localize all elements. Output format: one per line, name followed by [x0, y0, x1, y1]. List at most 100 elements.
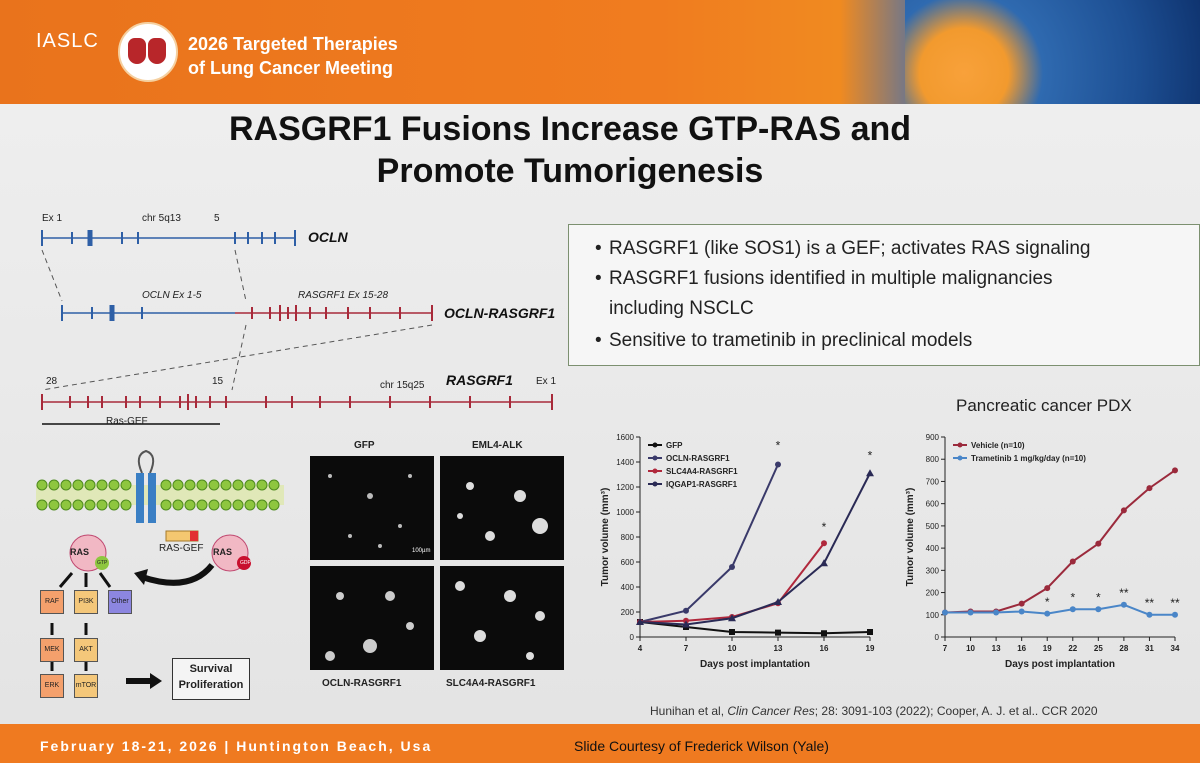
micrograph-ocln-rasgrf1	[310, 566, 434, 670]
signaling-pathway-diagram	[36, 449, 284, 689]
data-point	[636, 618, 644, 625]
significance-marker: **	[1145, 596, 1155, 610]
pdx-chart-title: Pancreatic cancer PDX	[956, 396, 1132, 415]
slide-body	[0, 104, 1200, 724]
iaslc-lung-logo-icon	[118, 22, 178, 82]
significance-marker: *	[868, 449, 873, 463]
legend-marker	[957, 455, 963, 461]
outcome-survival: Survival	[189, 663, 233, 675]
data-point	[967, 609, 974, 616]
bullet-trametinib: Sensitive to trametinib in preclinical m…	[595, 329, 972, 353]
series-line	[639, 621, 871, 635]
x-axis-label: Days post implantation	[700, 659, 810, 670]
fusion-rasgrf1-part-label: RASGRF1 Ex 15-28	[298, 290, 389, 301]
other-box: Other	[108, 590, 132, 614]
y-tick-label: 700	[926, 477, 940, 486]
legend-marker	[652, 442, 658, 448]
ocln-exons	[41, 230, 296, 246]
tumor-volume-chart-fusions: 0 200 400 600 800 1000 1200 1400 1600 4 7 10 13 16 19 D…	[600, 433, 875, 670]
y-tick-label: 600	[926, 500, 940, 509]
legend-marker	[957, 442, 963, 448]
data-point	[775, 461, 781, 468]
series-line	[944, 469, 1176, 614]
legend-marker	[652, 481, 658, 487]
cell-membrane	[36, 479, 284, 511]
x-tick-label: 16	[1017, 644, 1026, 653]
y-tick-label: 900	[926, 433, 940, 442]
x-axis-label: Days post implantation	[1005, 659, 1115, 670]
citation-rest: ; 28: 3091-103 (2022); Cooper, A. J. et …	[814, 704, 1098, 718]
y-tick-label: 100	[926, 611, 940, 620]
y-tick-label: 300	[926, 566, 940, 575]
y-tick-label: 200	[621, 608, 635, 617]
y-tick-label: 800	[621, 533, 635, 542]
rasgrf1-exon-15-label: 15	[212, 376, 224, 387]
legend-entry: GFP	[666, 441, 683, 450]
x-tick-label: 13	[774, 644, 783, 653]
y-tick-label: 400	[926, 544, 940, 553]
data-point	[942, 609, 948, 616]
citation-journal: Clin Cancer Res	[727, 704, 815, 718]
bullet-malignancies-cont: including NSCLC	[609, 298, 754, 319]
ocln-exon-end-label: 5	[214, 213, 220, 224]
y-tick-label: 800	[926, 455, 940, 464]
key-points-box: RASGRF1 (like SOS1) is a GEF; activates …	[568, 224, 1200, 366]
receptor-icon	[136, 449, 156, 523]
x-tick-label: 19	[1043, 644, 1052, 653]
data-point	[1146, 485, 1153, 492]
legend-marker	[652, 468, 658, 474]
significance-marker: *	[776, 439, 781, 453]
meeting-title-line2: of Lung Cancer Meeting	[188, 58, 394, 78]
y-tick-label: 1200	[616, 483, 634, 492]
data-point	[1069, 558, 1076, 565]
x-tick-label: 7	[943, 644, 948, 653]
data-point	[1044, 585, 1051, 592]
significance-marker: *	[1096, 590, 1101, 604]
bullet-malignancies: RASGRF1 fusions identified in multiple m…	[595, 267, 1053, 291]
data-point	[728, 614, 736, 622]
data-point	[775, 629, 781, 636]
y-axis-label: Tumor volume (mm³)	[600, 488, 611, 587]
x-tick-label: 28	[1119, 644, 1128, 653]
rasgrf1-chr-label: chr 15q25	[380, 380, 425, 391]
rasgrf1-gene-name: RASGRF1	[446, 372, 513, 388]
data-point	[1146, 611, 1153, 618]
footer-date-location: February 18-21, 2026 | Huntington Beach,…	[40, 738, 433, 754]
x-tick-label: 25	[1094, 644, 1103, 653]
data-point	[683, 607, 689, 614]
y-tick-label: 400	[621, 583, 635, 592]
data-point	[1120, 601, 1127, 608]
ras-gef-domain-label: Ras-GEF	[106, 416, 148, 427]
erk-box: ERK	[40, 674, 64, 698]
slide-title-line2: Promote Tumorigenesis	[376, 152, 764, 190]
micrograph-gfp	[310, 456, 434, 560]
citation-authors: Hunihan et al,	[650, 704, 728, 718]
data-point	[1120, 507, 1127, 514]
y-tick-label: 1000	[616, 508, 634, 517]
slide-title: RASGRF1 Fusions Increase GTP-RAS and Pro…	[120, 108, 1020, 192]
series-line	[639, 464, 779, 623]
gene-structure-diagram	[41, 230, 553, 425]
x-tick-label: 19	[866, 644, 875, 653]
micrograph-eml4-alk	[440, 456, 564, 560]
micrograph-slc4a4-rasgrf1	[440, 566, 564, 670]
micrograph-label-eml4-alk: EML4-ALK	[472, 440, 523, 451]
ocln-chr-label: chr 5q13	[142, 213, 181, 224]
data-point	[774, 598, 782, 605]
data-point	[866, 469, 874, 477]
meeting-title-line1: 2026 Targeted Therapies	[188, 34, 398, 54]
header-lung-artwork	[905, 0, 1200, 104]
mtor-box: mTOR	[74, 674, 98, 698]
y-tick-label: 1400	[616, 458, 634, 467]
data-point	[820, 559, 828, 567]
bullet-gef: RASGRF1 (like SOS1) is a GEF; activates …	[595, 237, 1090, 261]
fusion-gene-name: OCLN-RASGRF1	[444, 305, 556, 321]
y-tick-label: 200	[926, 589, 940, 598]
mek-box: MEK	[40, 638, 64, 662]
micrograph-label-gfp: GFP	[354, 440, 375, 451]
data-point	[1095, 606, 1102, 613]
significance-marker: *	[1045, 595, 1050, 609]
y-tick-label: 0	[935, 633, 940, 642]
outcome-box: Survival Proliferation	[172, 658, 250, 700]
y-tick-label: 1600	[616, 433, 634, 442]
